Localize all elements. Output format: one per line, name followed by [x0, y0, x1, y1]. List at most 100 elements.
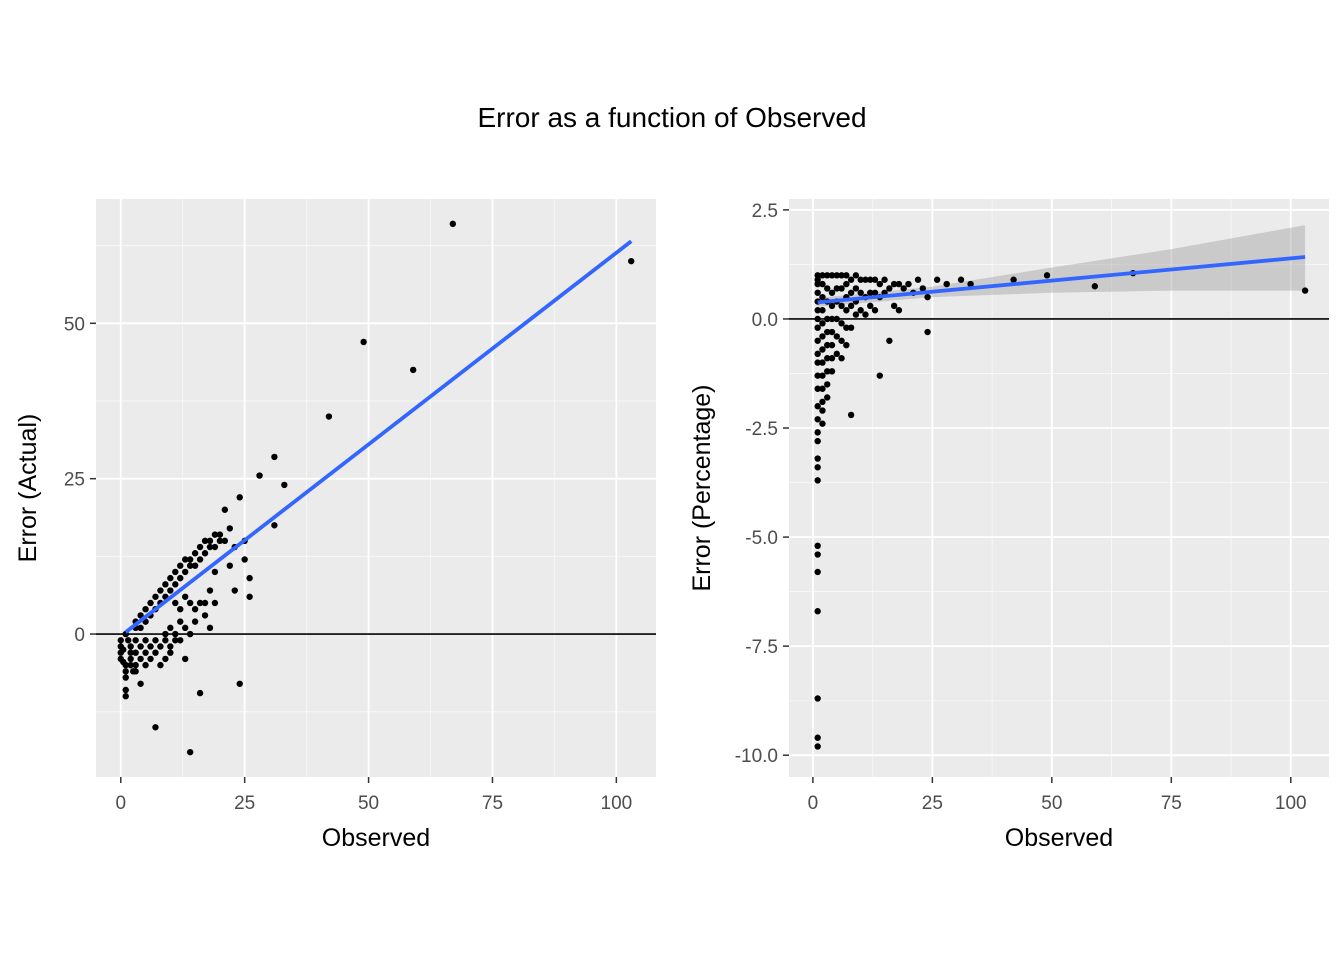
right-y-tick-label: -7.5	[745, 637, 778, 658]
left-data-point	[196, 599, 204, 607]
right-y-tick-label: -10.0	[735, 746, 778, 767]
left-data-point	[157, 661, 164, 669]
right-data-point	[828, 315, 836, 323]
left-data-point	[162, 655, 169, 663]
left-data-point	[182, 568, 189, 576]
right-data-point	[814, 280, 821, 288]
right-data-point	[814, 324, 821, 331]
right-data-point	[819, 385, 826, 392]
right-data-point	[871, 289, 879, 296]
left-data-point	[206, 624, 214, 632]
right-data-point	[814, 416, 821, 423]
left-data-point	[152, 649, 159, 656]
right-data-point	[814, 608, 821, 615]
right-data-point	[828, 302, 836, 310]
left-data-point	[157, 587, 164, 594]
right-data-point	[819, 346, 826, 353]
left-data-point	[147, 655, 154, 663]
right-data-point	[852, 272, 860, 279]
right-data-point	[838, 285, 845, 292]
right-data-point	[828, 355, 836, 362]
right-data-point	[838, 272, 845, 279]
right-data-point	[824, 394, 831, 401]
right-data-point	[814, 551, 821, 558]
right-data-point	[886, 285, 893, 292]
left-data-point	[167, 587, 174, 594]
right-data-point	[814, 477, 821, 484]
right-data-point	[814, 403, 821, 410]
left-data-point	[177, 605, 184, 613]
left-data-point	[132, 637, 139, 644]
right-data-point	[828, 341, 836, 349]
right-x-tick-label: 25	[922, 793, 943, 814]
left-data-point	[206, 587, 214, 594]
left-data-point	[127, 649, 134, 656]
right-data-point	[867, 289, 874, 296]
left-data-point	[122, 668, 129, 675]
right-data-point	[833, 315, 840, 323]
left-data-point	[182, 655, 189, 663]
right-y-tick-label: 0.0	[752, 310, 778, 331]
left-data-point	[157, 643, 164, 650]
right-data-point	[833, 350, 840, 358]
right-data-point	[843, 307, 850, 314]
right-data-point	[828, 272, 836, 279]
left-data-point	[147, 599, 154, 607]
left-data-point	[216, 531, 224, 538]
right-data-point	[814, 464, 821, 471]
left-data-point	[201, 599, 209, 607]
left-data-point	[191, 550, 199, 557]
left-x-tick-label: 0	[115, 793, 126, 814]
left-data-point	[177, 618, 184, 625]
right-data-point	[924, 328, 931, 336]
right-data-point	[1301, 287, 1309, 294]
left-data-point	[167, 643, 174, 650]
left-data-point	[142, 605, 149, 613]
left-data-point	[206, 537, 214, 545]
left-data-point	[211, 599, 219, 607]
left-data-point	[167, 624, 174, 632]
left-data-point	[120, 646, 127, 653]
left-data-point	[211, 543, 219, 551]
right-x-tick-label: 0	[808, 793, 819, 814]
right-data-point	[843, 272, 850, 279]
right-data-point	[814, 359, 821, 366]
left-data-point	[182, 624, 189, 632]
left-data-point	[177, 574, 184, 582]
right-data-point	[814, 315, 821, 323]
right-data-point	[905, 280, 912, 288]
right-data-point	[881, 276, 888, 283]
right-data-point	[871, 276, 879, 283]
right-data-point	[862, 276, 869, 283]
left-data-point	[231, 587, 238, 594]
left-data-point	[186, 556, 194, 563]
left-data-point	[132, 661, 139, 669]
left-data-point	[186, 630, 194, 638]
right-data-point	[814, 429, 821, 436]
right-data-point	[914, 276, 922, 283]
right-data-point	[895, 307, 903, 314]
left-data-point	[142, 637, 149, 644]
left-data-point	[246, 593, 253, 600]
right-data-point	[828, 368, 836, 375]
left-data-point	[186, 562, 194, 569]
left-data-point	[152, 593, 159, 600]
right-data-point	[857, 276, 864, 283]
right-data-point	[967, 280, 974, 288]
right-data-point	[819, 398, 826, 406]
left-data-point	[201, 550, 209, 557]
right-x-tick-label: 50	[1041, 793, 1062, 814]
left-data-point	[172, 630, 179, 638]
left-data-point	[137, 612, 144, 619]
right-data-point	[838, 355, 845, 362]
left-data-point	[236, 494, 243, 501]
left-data-point	[196, 543, 204, 551]
left-data-point	[182, 593, 189, 600]
right-y-tick-label: 2.5	[752, 201, 778, 222]
right-data-point	[819, 333, 826, 340]
left-data-point	[211, 531, 219, 538]
left-data-point	[201, 537, 209, 545]
left-y-tick-label: 50	[64, 314, 85, 335]
left-data-point	[281, 481, 288, 489]
figure-title: Error as a function of Observed	[477, 102, 867, 133]
